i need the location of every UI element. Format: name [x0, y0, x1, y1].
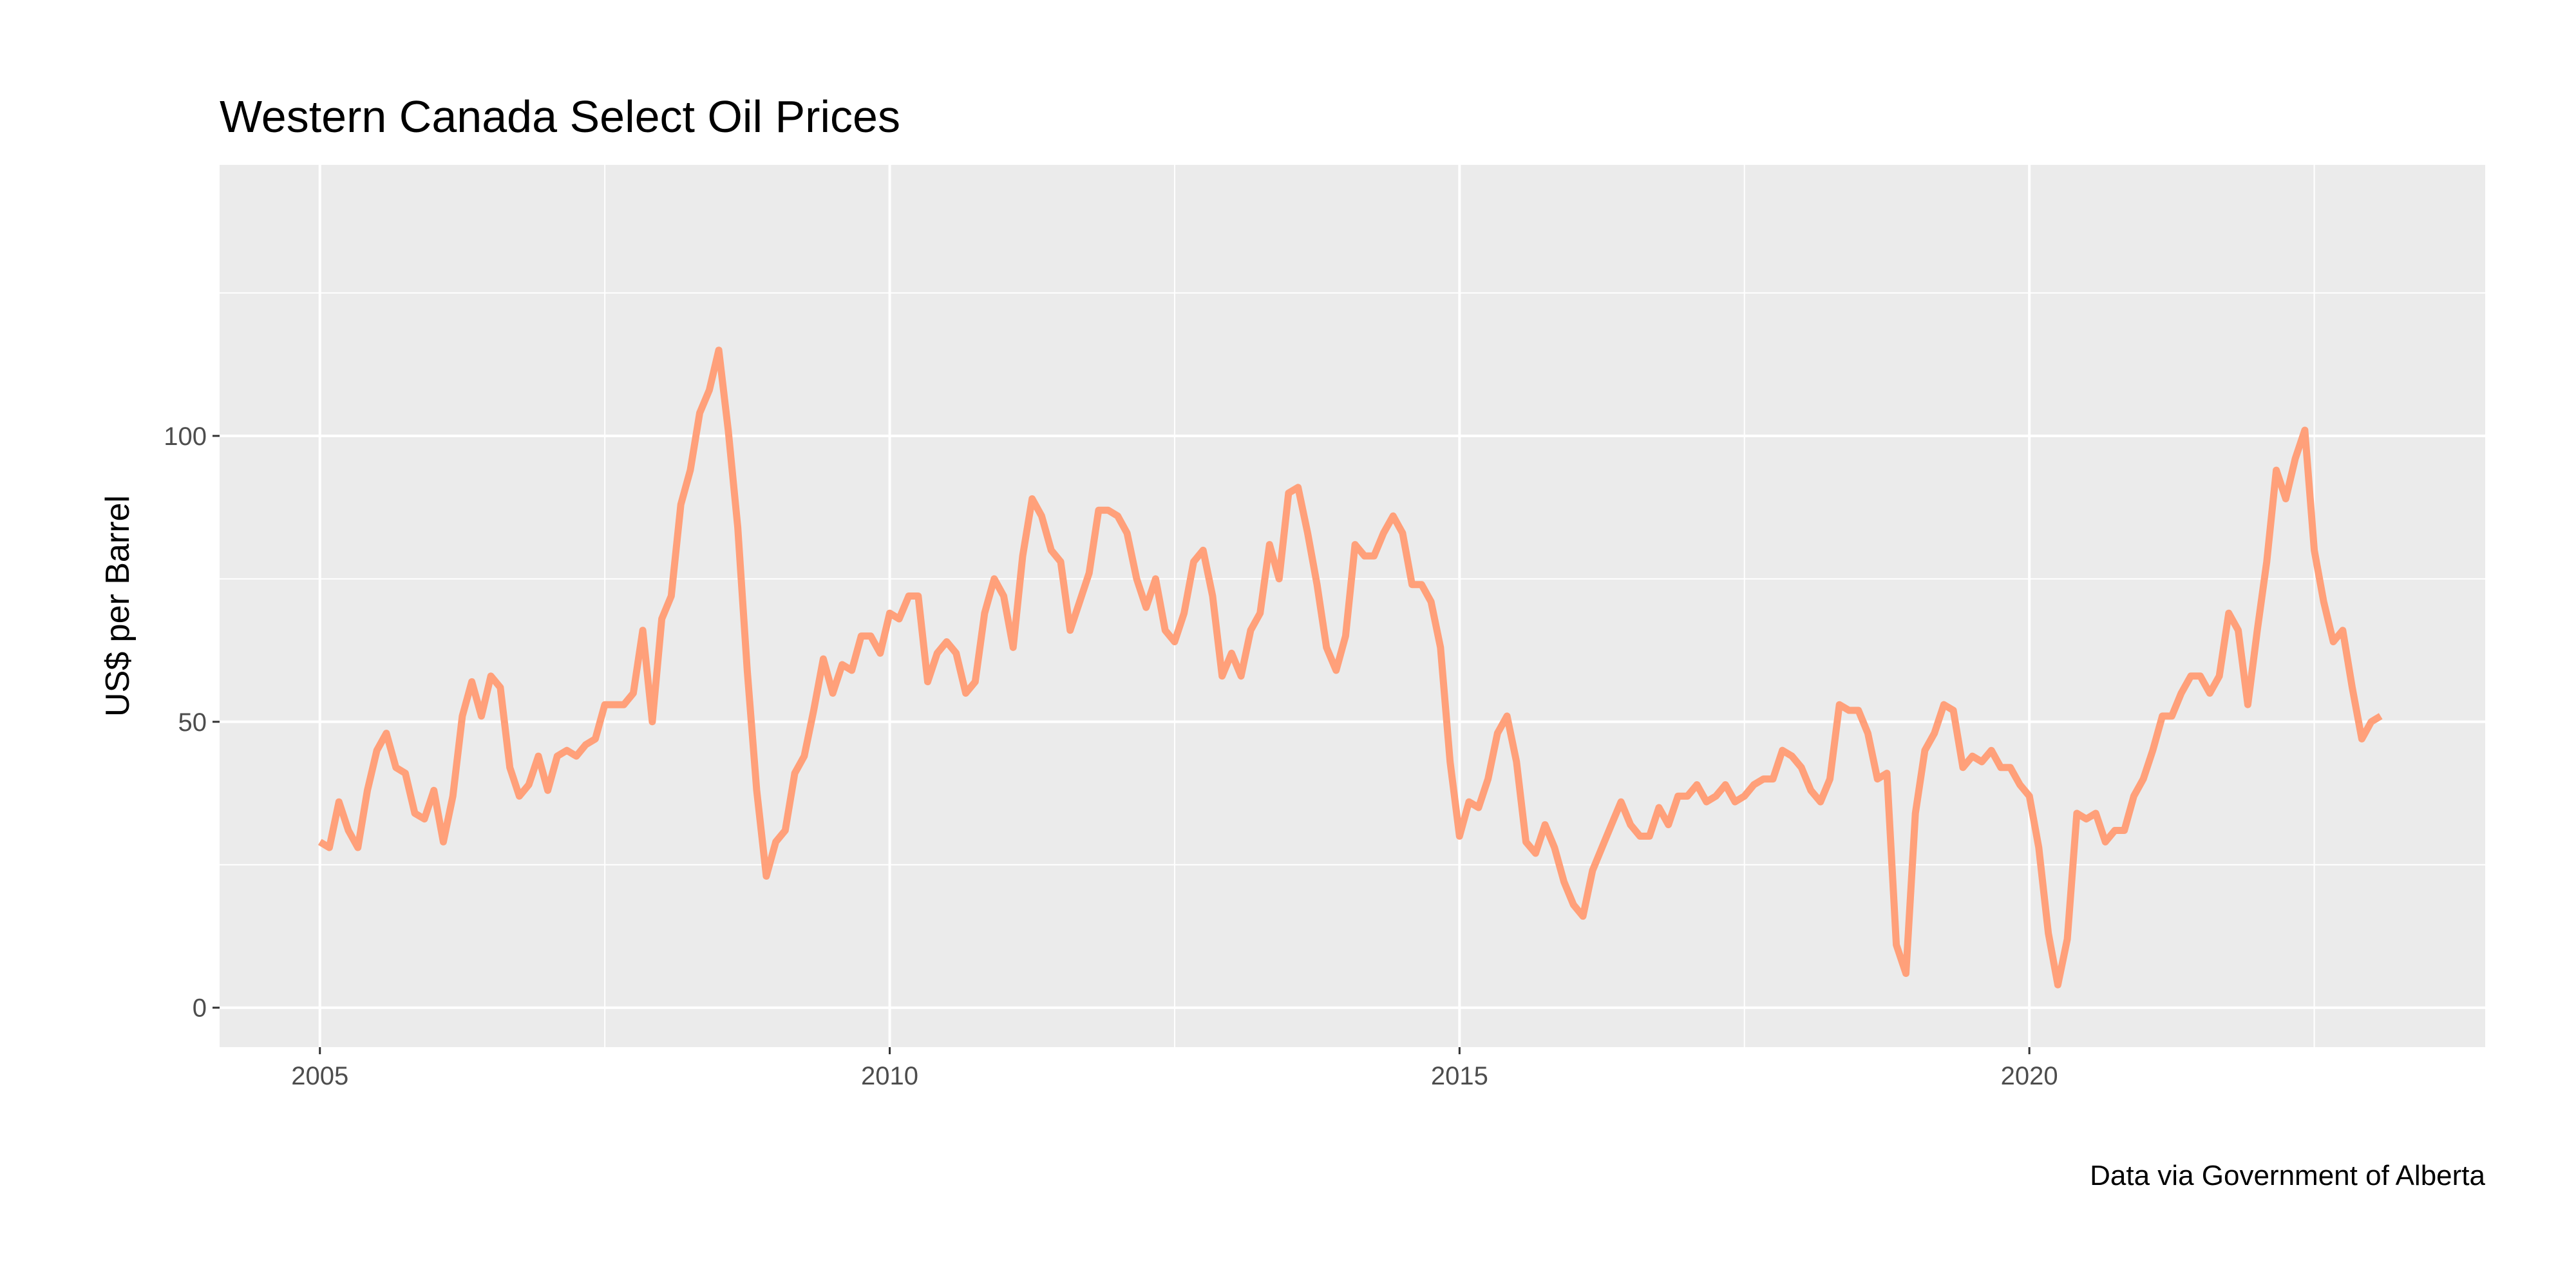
chart-title: Western Canada Select Oil Prices: [220, 91, 900, 142]
marks: [317, 346, 2383, 989]
y-tick-label: 0: [193, 994, 207, 1023]
axes: 0 50 100 2005 2010 2015 2020: [164, 422, 2058, 1090]
y-tick-label: 50: [178, 708, 207, 737]
x-tick-label: 2010: [861, 1062, 918, 1090]
caption: Data via Government of Alberta: [2090, 1160, 2485, 1191]
x-tick-label: 2005: [291, 1062, 348, 1090]
x-tick-label: 2015: [1431, 1062, 1488, 1090]
grid: [220, 165, 2485, 1047]
y-tick-label: 100: [164, 422, 207, 451]
price-line: [317, 346, 2383, 989]
panel: [220, 165, 2485, 1047]
y-axis-title: US$ per Barrel: [99, 495, 137, 717]
x-tick-label: 2020: [2001, 1062, 2058, 1090]
